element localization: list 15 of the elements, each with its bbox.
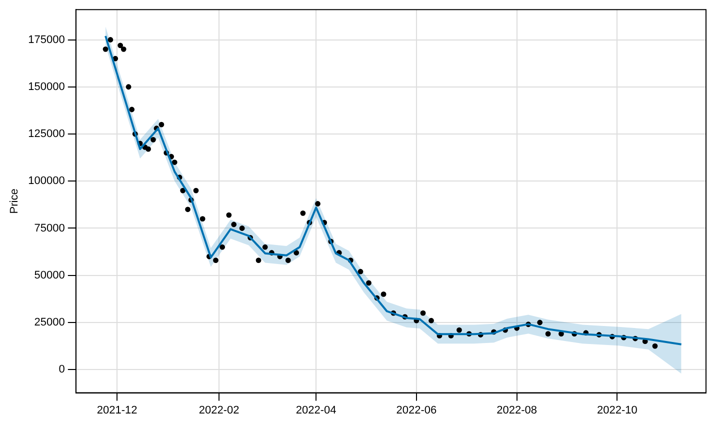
y-tick-label: 125000 [28,128,65,140]
y-tick-label: 0 [58,364,65,376]
y-tick-label: 100000 [28,175,65,188]
x-tick-label: 2022-08 [496,404,537,416]
x-tick-label: 2022-04 [296,404,336,416]
y-tick-label: 175000 [28,34,65,46]
y-axis-title: Price [8,188,21,214]
x-tick-label: 2022-06 [396,404,437,416]
y-tick-label: 150000 [28,80,65,93]
y-tick-label: 75000 [34,222,65,234]
y-tick-label: 50000 [34,269,65,282]
x-tick-label: 2022-10 [596,404,638,416]
x-tick-label: 2021-12 [96,404,138,416]
x-tick-label: 2022-02 [198,404,240,416]
y-tick-label: 25000 [34,316,65,329]
